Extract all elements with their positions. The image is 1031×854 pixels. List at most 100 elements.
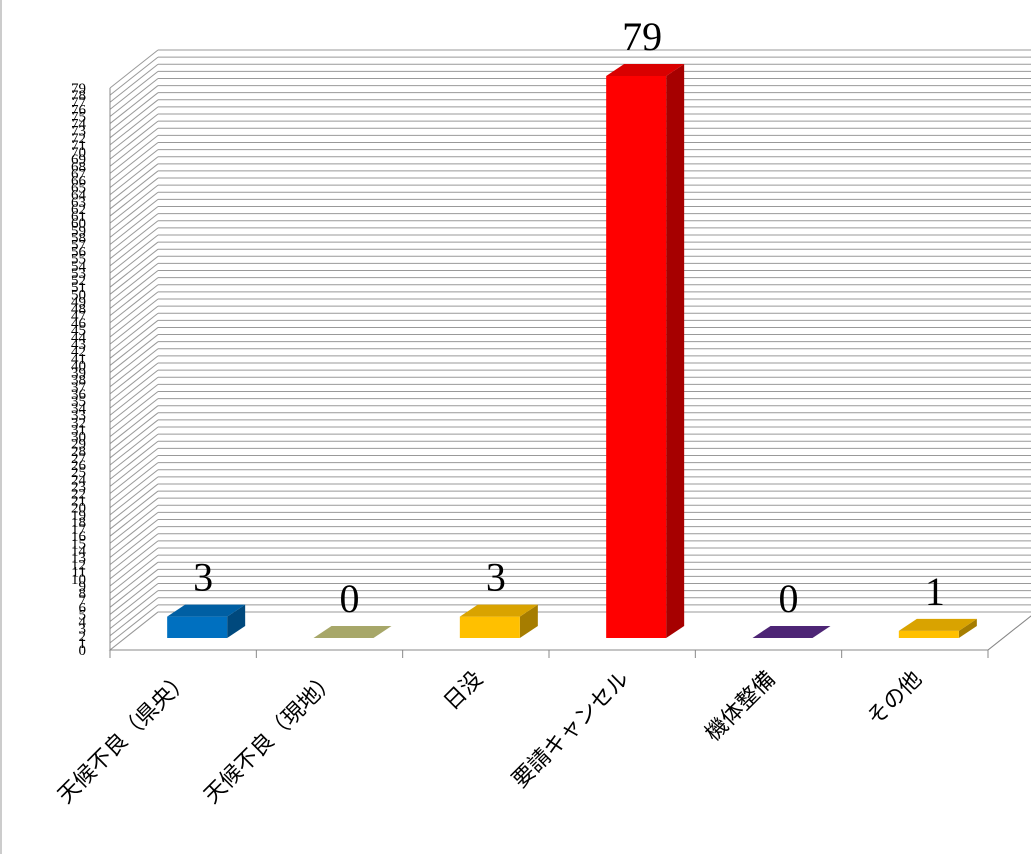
bar-side	[666, 64, 685, 638]
grid-line	[109, 70, 159, 110]
grid-line	[109, 561, 159, 601]
y-tick-label: 60	[71, 216, 86, 232]
grid-line	[109, 391, 159, 430]
grid-line	[109, 134, 159, 174]
y-tick-label: 24	[71, 472, 87, 488]
bar-top	[167, 604, 246, 617]
grid-line	[109, 462, 159, 501]
grid-line	[109, 376, 159, 416]
grid-line	[109, 362, 159, 402]
y-tick-label: 41	[71, 351, 86, 367]
grid-line	[109, 412, 159, 452]
y-tick-label: 47	[71, 309, 87, 325]
y-tick-label: 58	[71, 230, 86, 246]
y-tick-label: 48	[71, 302, 86, 318]
y-tick-label: 72	[71, 131, 86, 147]
grid-line	[109, 576, 159, 615]
y-tick-label: 39	[71, 366, 86, 382]
grid-line	[109, 298, 159, 338]
y-tick-label: 4	[79, 615, 87, 631]
grid-line	[109, 120, 159, 160]
x-tick-label: 日没	[439, 666, 488, 715]
bar-front	[898, 630, 959, 638]
grid-line	[109, 611, 159, 651]
y-tick-label: 21	[71, 494, 86, 510]
grid-line	[109, 106, 159, 146]
grid-line	[109, 149, 159, 188]
y-tick-label: 2	[79, 629, 87, 645]
floor	[108, 611, 1031, 651]
y-tick-label: 71	[71, 138, 86, 154]
grid-line	[109, 455, 159, 494]
grid-line	[109, 277, 159, 317]
grid-line	[109, 113, 159, 153]
y-tick-label: 79	[71, 81, 86, 97]
grid-line	[109, 476, 159, 516]
grid-line	[109, 163, 159, 203]
y-tick-label: 15	[71, 536, 86, 552]
grid-line	[109, 156, 159, 196]
y-tick-label: 13	[71, 551, 86, 567]
grid-line	[109, 426, 159, 466]
grid-line	[109, 497, 159, 537]
y-tick-label: 78	[71, 88, 86, 104]
y-tick-label: 11	[72, 565, 86, 581]
y-tick-label: 74	[71, 117, 87, 133]
y-tick-label: 62	[71, 202, 86, 218]
y-tick-label: 53	[71, 266, 86, 282]
y-tick-label: 68	[71, 159, 86, 175]
bar-top	[606, 64, 685, 76]
y-tick-label: 35	[71, 394, 86, 410]
y-tick-label: 43	[71, 337, 86, 353]
y-tick-label: 28	[71, 444, 86, 460]
y-tick-label: 31	[71, 422, 86, 438]
y-tick-label: 40	[71, 358, 86, 374]
grid-line	[109, 199, 159, 238]
y-tick-label: 70	[71, 145, 86, 161]
y-tick-label: 32	[71, 415, 86, 431]
y-tick-label: 75	[71, 109, 86, 125]
y-tick-label: 3	[79, 622, 87, 638]
grid-line	[109, 206, 159, 245]
y-tick-label: 16	[71, 529, 87, 545]
value-label: 3	[193, 555, 213, 600]
y-tick-label: 73	[71, 124, 86, 140]
y-tick-label: 49	[71, 294, 86, 310]
y-tick-label: 66	[71, 173, 87, 189]
y-tick-label: 9	[79, 579, 87, 595]
grid-line	[109, 56, 159, 96]
grid-line	[109, 184, 159, 224]
grid-line	[109, 369, 159, 409]
grid-line	[109, 583, 159, 622]
grid-line	[109, 533, 159, 573]
y-tick-label: 0	[79, 643, 87, 659]
bar-front	[459, 616, 520, 638]
grid-line	[109, 127, 159, 167]
grid-line	[109, 49, 159, 89]
grid-line	[109, 319, 159, 359]
bar	[898, 618, 977, 638]
grid-line	[109, 241, 159, 281]
grid-line	[109, 348, 159, 388]
grid-line	[109, 227, 159, 267]
grid-line	[109, 142, 159, 181]
y-tick-label: 18	[71, 515, 86, 531]
y-tick-label: 64	[71, 188, 87, 204]
y-tick-label: 23	[71, 479, 86, 495]
y-tick-label: 69	[71, 152, 86, 168]
y-tick-label: 44	[71, 330, 87, 346]
y-tick-label: 27	[71, 451, 87, 467]
x-tick-label: 天候不良（現地）	[199, 666, 341, 808]
y-tick-label: 25	[71, 465, 86, 481]
y-tick-label: 7	[79, 593, 87, 609]
grid-line	[109, 255, 159, 295]
y-tick-label: 65	[71, 181, 86, 197]
y-tick-label: 45	[71, 323, 86, 339]
y-tick-label: 34	[71, 401, 87, 417]
bar-side	[958, 618, 977, 638]
grid-line	[109, 597, 159, 637]
y-tick-label: 8	[79, 586, 87, 602]
y-tick-label: 56	[71, 245, 87, 261]
grid-line	[109, 440, 159, 480]
